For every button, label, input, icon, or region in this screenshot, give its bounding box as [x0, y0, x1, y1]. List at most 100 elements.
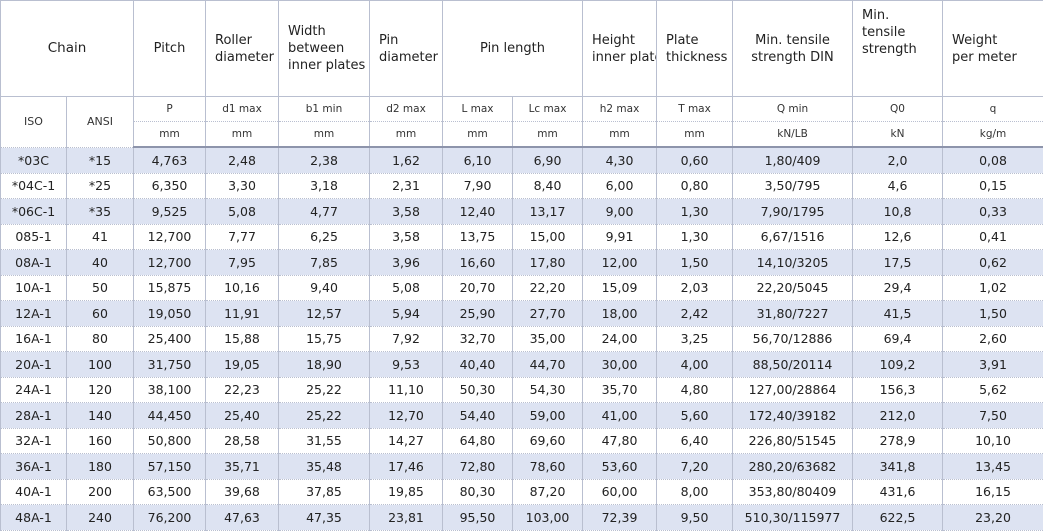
cell-ansi: 80	[67, 326, 134, 352]
cell-pitch: 63,500	[134, 479, 206, 505]
cell-iso: 085-1	[1, 224, 67, 250]
cell-pitch: 15,875	[134, 275, 206, 301]
cell-pitch: 38,100	[134, 377, 206, 403]
header-pin-d-line1: Pin	[379, 33, 398, 48]
cell-plate-thickness: 2,03	[657, 275, 733, 301]
cell-roller-diameter: 47,63	[206, 505, 279, 531]
cell-tensile-din: 1,80/409	[733, 147, 853, 173]
cell-height: 15,09	[583, 275, 657, 301]
symbol-roller: d1 max	[206, 97, 279, 122]
cell-lc-max: 27,70	[513, 301, 583, 327]
cell-plate-thickness: 5,60	[657, 403, 733, 429]
cell-pitch: 76,200	[134, 505, 206, 531]
cell-ansi: 60	[67, 301, 134, 327]
cell-width: 2,38	[279, 147, 370, 173]
cell-l-max: 6,10	[443, 147, 513, 173]
cell-iso: 20A-1	[1, 352, 67, 378]
cell-width: 7,85	[279, 250, 370, 276]
header-min-tensile-strength: Min. tensile strength	[853, 1, 943, 97]
cell-plate-thickness: 4,80	[657, 377, 733, 403]
symbol-q-min: Q min	[733, 97, 853, 122]
header-width-line1: Width	[288, 24, 326, 39]
header-row: Chain Pitch Roller diameter Width betwee…	[1, 1, 1043, 97]
cell-iso: 36A-1	[1, 454, 67, 480]
cell-plate-thickness: 8,00	[657, 479, 733, 505]
symbol-l-max: L max	[443, 97, 513, 122]
cell-roller-diameter: 7,95	[206, 250, 279, 276]
header-height-line2: inner plate	[592, 50, 657, 65]
cell-width: 25,22	[279, 377, 370, 403]
header-tensile-din-line2: strength DIN	[751, 50, 833, 65]
cell-roller-diameter: 5,08	[206, 199, 279, 225]
cell-pin-diameter: 23,81	[370, 505, 443, 531]
cell-pitch: 4,763	[134, 147, 206, 173]
symbol-pitch: P	[134, 97, 206, 122]
cell-weight: 5,62	[943, 377, 1043, 403]
cell-plate-thickness: 0,80	[657, 173, 733, 199]
cell-pin-diameter: 9,53	[370, 352, 443, 378]
cell-height: 41,00	[583, 403, 657, 429]
header-tensile-line2: tensile	[862, 25, 905, 40]
unit-width: mm	[279, 122, 370, 148]
unit-q0: kN	[853, 122, 943, 148]
cell-l-max: 7,90	[443, 173, 513, 199]
cell-width: 15,75	[279, 326, 370, 352]
cell-tensile-din: 226,80/51545	[733, 428, 853, 454]
cell-height: 4,30	[583, 147, 657, 173]
cell-plate-thickness: 4,00	[657, 352, 733, 378]
cell-width: 3,18	[279, 173, 370, 199]
cell-weight: 0,08	[943, 147, 1043, 173]
cell-l-max: 95,50	[443, 505, 513, 531]
cell-ansi: 40	[67, 250, 134, 276]
cell-pin-diameter: 14,27	[370, 428, 443, 454]
symbol-height: h2 max	[583, 97, 657, 122]
header-pin-length: Pin length	[443, 1, 583, 97]
cell-height: 18,00	[583, 301, 657, 327]
header-chain: Chain	[1, 1, 134, 97]
cell-roller-diameter: 2,48	[206, 147, 279, 173]
cell-tensile: 4,6	[853, 173, 943, 199]
unit-pitch: mm	[134, 122, 206, 148]
symbol-lc-max: Lc max	[513, 97, 583, 122]
header-tensile-din-line1: Min. tensile	[755, 33, 830, 48]
unit-q: kg/m	[943, 122, 1043, 148]
cell-ansi: 240	[67, 505, 134, 531]
cell-width: 12,57	[279, 301, 370, 327]
cell-plate-thickness: 3,25	[657, 326, 733, 352]
cell-weight: 2,60	[943, 326, 1043, 352]
cell-width: 25,22	[279, 403, 370, 429]
cell-iso: 32A-1	[1, 428, 67, 454]
cell-l-max: 50,30	[443, 377, 513, 403]
cell-weight: 16,15	[943, 479, 1043, 505]
cell-lc-max: 17,80	[513, 250, 583, 276]
cell-tensile-din: 127,00/28864	[733, 377, 853, 403]
cell-roller-diameter: 15,88	[206, 326, 279, 352]
cell-iso: 10A-1	[1, 275, 67, 301]
cell-pitch: 50,800	[134, 428, 206, 454]
cell-tensile: 431,6	[853, 479, 943, 505]
cell-height: 35,70	[583, 377, 657, 403]
cell-weight: 1,02	[943, 275, 1043, 301]
cell-weight: 0,15	[943, 173, 1043, 199]
cell-lc-max: 44,70	[513, 352, 583, 378]
cell-ansi: 50	[67, 275, 134, 301]
cell-tensile: 17,5	[853, 250, 943, 276]
header-plate-line2: thickness	[666, 50, 727, 65]
cell-height: 9,91	[583, 224, 657, 250]
cell-iso: 08A-1	[1, 250, 67, 276]
cell-tensile-din: 172,40/39182	[733, 403, 853, 429]
cell-lc-max: 59,00	[513, 403, 583, 429]
cell-weight: 7,50	[943, 403, 1043, 429]
cell-ansi: 140	[67, 403, 134, 429]
cell-roller-diameter: 39,68	[206, 479, 279, 505]
symbol-row: ISO ANSI P d1 max b1 min d2 max L max Lc…	[1, 97, 1043, 122]
cell-pitch: 12,700	[134, 250, 206, 276]
cell-width: 31,55	[279, 428, 370, 454]
cell-iso: 40A-1	[1, 479, 67, 505]
